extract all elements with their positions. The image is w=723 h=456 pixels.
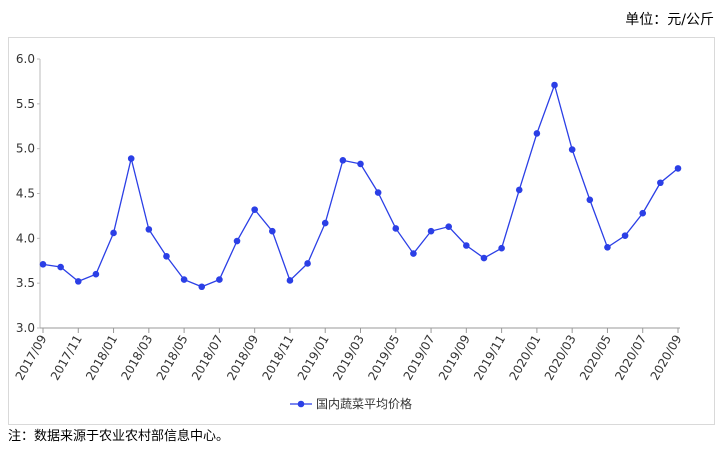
y-tick-label: 6.0 [16, 52, 35, 66]
point [74, 278, 82, 285]
point [586, 196, 594, 204]
x-tick-label: 2018/07 [189, 333, 226, 383]
x-tick-label: 2018/11 [259, 333, 296, 383]
point [339, 157, 347, 164]
point [198, 283, 206, 291]
point [269, 227, 276, 235]
point [57, 263, 64, 271]
point [463, 242, 470, 249]
chart-frame [8, 37, 715, 425]
x-tick-label: 2020/09 [648, 333, 685, 383]
x-tick-label: 2020/01 [506, 333, 543, 383]
point [39, 261, 47, 268]
point [180, 276, 188, 283]
note: 注：数据来源于农业农村部信息中心。 [8, 428, 229, 444]
point [286, 277, 294, 284]
x-tick-label: 2017/09 [13, 333, 50, 383]
point [251, 206, 258, 213]
point [515, 186, 523, 194]
y-tick-label: 3.0 [16, 321, 35, 335]
y-tick-label: 3.5 [16, 276, 35, 290]
point [110, 229, 117, 237]
x-tick-label: 2019/09 [436, 333, 473, 383]
x-tick-label: 2020/07 [612, 333, 649, 383]
line [42, 82, 679, 288]
x-tick-label: 2019/05 [365, 333, 402, 383]
point [304, 260, 311, 267]
point [621, 232, 629, 239]
legend-label: 国内蔬菜平均价格 [316, 396, 412, 411]
x-tick-label: 2017/11 [48, 333, 85, 383]
y-tick-label: 4.0 [16, 231, 35, 245]
point [639, 209, 647, 217]
y-tick-label: 4.5 [16, 187, 35, 201]
x-tick-label: 2020/03 [542, 333, 579, 383]
unit-label: 单位：元/公斤 [625, 12, 714, 28]
point [410, 250, 417, 257]
point [145, 226, 153, 233]
point [233, 237, 241, 245]
point [551, 81, 558, 89]
x-tick-label: 2018/03 [118, 333, 155, 383]
point [445, 223, 452, 230]
point [163, 252, 170, 260]
point [480, 254, 488, 262]
point [674, 165, 682, 172]
x-tick-label: 2019/03 [330, 333, 367, 383]
x-tick-label: 2018/05 [154, 333, 191, 383]
x-tick-label: 2019/01 [295, 333, 332, 383]
point [657, 179, 664, 187]
point [604, 244, 611, 251]
point [568, 146, 576, 153]
point [216, 276, 223, 283]
point [127, 155, 135, 162]
point [392, 225, 400, 232]
point [357, 160, 364, 168]
legend-marker [297, 400, 305, 408]
point [374, 189, 382, 196]
x-tick-label: 2019/11 [471, 332, 508, 382]
point [427, 227, 435, 235]
x-tick-label: 2018/09 [224, 333, 261, 383]
point [321, 219, 329, 227]
x-tick-label: 2020/05 [577, 333, 614, 383]
point [533, 130, 541, 137]
y-tick-label: 5.0 [16, 142, 35, 156]
y-tick-label: 5.5 [16, 97, 35, 111]
x-tick-label: 2018/01 [83, 333, 120, 383]
point [498, 244, 505, 252]
point [92, 270, 100, 278]
x-tick-label: 2019/07 [401, 333, 438, 383]
